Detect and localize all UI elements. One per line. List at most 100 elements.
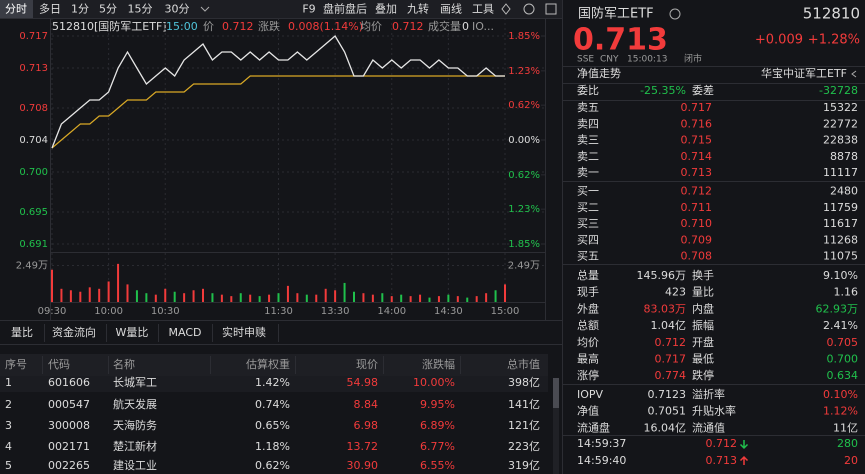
period-tab[interactable]: 30分 <box>165 3 190 16</box>
trade-time: 14:59:37 <box>577 437 626 450</box>
info-change: 0.008(1.14%) <box>288 20 363 33</box>
volume-bar <box>362 293 365 302</box>
book-volume: 22772 <box>823 117 858 130</box>
indicator-tab[interactable]: 资金流向 <box>52 325 96 339</box>
tool-button[interactable]: 工具 <box>472 3 494 16</box>
table-cell: 8.84 <box>354 398 379 411</box>
volume-bar <box>353 291 355 302</box>
indicator-tab[interactable]: 量比 <box>11 326 33 339</box>
x-tick-label: 13:30 <box>321 306 350 317</box>
market-meta: SSE <box>577 55 594 65</box>
x-tick-label: 10:30 <box>151 306 180 317</box>
trade-price: 0.712 <box>706 437 738 450</box>
table-cell: 9.95% <box>420 398 455 411</box>
period-tab[interactable]: 分时 <box>5 3 27 16</box>
table-cell: 54.98 <box>347 376 379 389</box>
stat-value: 0.717 <box>655 353 687 366</box>
table-cell: 10.00% <box>413 376 455 389</box>
volume-bar <box>305 294 308 302</box>
book-volume: 8878 <box>830 150 858 163</box>
volume-bar <box>485 293 488 302</box>
tool-button[interactable]: 画线 <box>440 2 462 16</box>
volume-bar <box>183 293 186 302</box>
book-price: 0.715 <box>681 134 713 147</box>
book-volume: 22838 <box>823 134 858 147</box>
volume-bar <box>277 293 280 302</box>
stat-value: 62.93万 <box>816 302 859 315</box>
book-volume: 11759 <box>823 201 858 214</box>
x-tick-label: 10:00 <box>94 306 123 317</box>
volume-bar <box>258 296 261 302</box>
book-price: 0.710 <box>681 217 713 230</box>
last-price: 0.713 <box>573 23 668 58</box>
stat-value: 0.7123 <box>648 388 687 401</box>
stat-value: 83.03万 <box>644 302 687 315</box>
average-line <box>51 75 505 149</box>
table-header: 名称 <box>113 357 135 371</box>
info-volume: 0 <box>462 20 469 33</box>
market-meta: 闭市 <box>684 53 702 65</box>
indicator-tab[interactable]: MACD <box>169 326 202 339</box>
tool-button[interactable]: 九转 <box>407 2 429 16</box>
stat-label: 开盘 <box>692 335 714 349</box>
window-icon[interactable] <box>545 3 557 15</box>
tool-button[interactable]: 叠加 <box>375 3 397 16</box>
settings-icon[interactable] <box>523 3 535 15</box>
tool-icon[interactable] <box>501 3 511 15</box>
book-price: 0.714 <box>681 150 713 163</box>
stat-label: 量比 <box>692 286 714 299</box>
scrollbar-thumb[interactable] <box>553 378 559 408</box>
info-price: 0.712 <box>222 20 254 33</box>
book-volume: 15322 <box>823 101 858 114</box>
book-price: 0.716 <box>681 117 713 130</box>
y2-tick-label: 1.23% <box>508 66 540 77</box>
y2-tick-label: 0.62% <box>508 100 540 111</box>
dropdown-icon[interactable] <box>200 6 210 12</box>
volume-bar <box>494 290 497 302</box>
volume-bar <box>268 294 271 302</box>
table-cell: 0.65% <box>255 419 290 432</box>
period-tab[interactable]: 15分 <box>128 3 153 16</box>
table-header: 总市值 <box>507 357 540 371</box>
volume-bar <box>428 297 431 302</box>
volume-bar <box>249 294 252 302</box>
trade-volume: 280 <box>837 437 858 450</box>
x-tick-label: 15:00 <box>491 306 520 317</box>
indicator-tab[interactable]: 实时申赎 <box>222 325 266 339</box>
book-price: 0.712 <box>681 185 713 198</box>
table-cell: 6.55% <box>420 459 455 472</box>
tool-button[interactable]: F9 <box>302 3 315 16</box>
price-change-pct: +1.28% <box>808 33 860 48</box>
volume-bar <box>475 296 478 302</box>
tool-button[interactable]: 盘前盘后 <box>323 2 367 16</box>
stat-label: 流通盘 <box>577 420 610 434</box>
stat-label: 现手 <box>577 285 599 299</box>
chevron-icon[interactable] <box>851 70 857 78</box>
volume-bar <box>390 296 393 302</box>
table-cell: 13.72 <box>347 440 379 453</box>
table-cell: 1.18% <box>255 440 290 453</box>
x-tick-label: 11:30 <box>264 306 293 317</box>
trade-time: 14:59:40 <box>577 454 626 467</box>
y2-tick-label: 1.85% <box>508 239 540 250</box>
y2-tick-label: 1.85% <box>508 31 540 42</box>
x-tick-label: 09:30 <box>38 306 67 317</box>
period-tab[interactable]: 多日 <box>39 2 61 16</box>
stat-value: 0.10% <box>823 388 858 401</box>
indicator-tab[interactable]: W量比 <box>116 326 149 339</box>
period-tab[interactable]: 1分 <box>71 3 89 16</box>
stat-label: 最高 <box>577 352 599 366</box>
info-volume-label: 成交量 <box>428 19 461 33</box>
book-price: 0.711 <box>681 201 713 214</box>
trade-price: 0.713 <box>706 454 738 467</box>
stat-value: 0.7051 <box>648 405 687 418</box>
table-cell: 300008 <box>48 419 90 432</box>
stat-value: 1.04亿 <box>651 319 687 332</box>
info-icon[interactable] <box>669 8 681 20</box>
stat-label: 换手 <box>692 268 714 282</box>
market-meta: CNY <box>600 55 619 65</box>
period-tab[interactable]: 5分 <box>99 3 117 16</box>
info-iopv: IO... <box>472 20 494 33</box>
